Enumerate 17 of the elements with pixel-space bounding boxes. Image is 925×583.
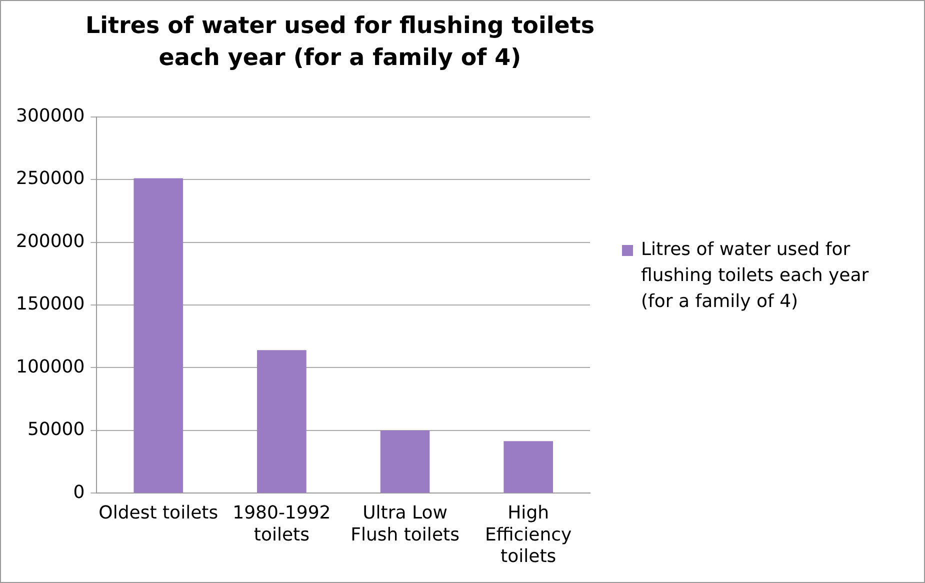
bar xyxy=(504,441,554,493)
bar xyxy=(380,430,430,493)
y-tick-label: 0 xyxy=(73,482,85,503)
x-tick-label: High Efficiency toilets xyxy=(484,502,572,567)
y-tick-label: 300000 xyxy=(16,105,85,126)
y-tick-label: 250000 xyxy=(16,168,85,190)
y-tick-label: 150000 xyxy=(16,294,85,315)
bar xyxy=(257,350,306,493)
y-tick-label: 100000 xyxy=(16,356,85,378)
x-tick-label: Ultra Low Flush toilets xyxy=(350,502,460,546)
legend-label: Litres of water used for flushing toilets each year (for a family of 4) xyxy=(641,238,870,314)
x-tick-label: Oldest toilets xyxy=(98,502,218,524)
bar xyxy=(134,178,184,493)
y-tick-label: 50000 xyxy=(27,419,85,440)
x-tick-label: 1980-1992 toilets xyxy=(232,502,331,546)
chart-title: Litres of water used for flushing toilets each year (for a family of 4) xyxy=(84,12,596,73)
y-tick-label: 200000 xyxy=(16,230,85,252)
